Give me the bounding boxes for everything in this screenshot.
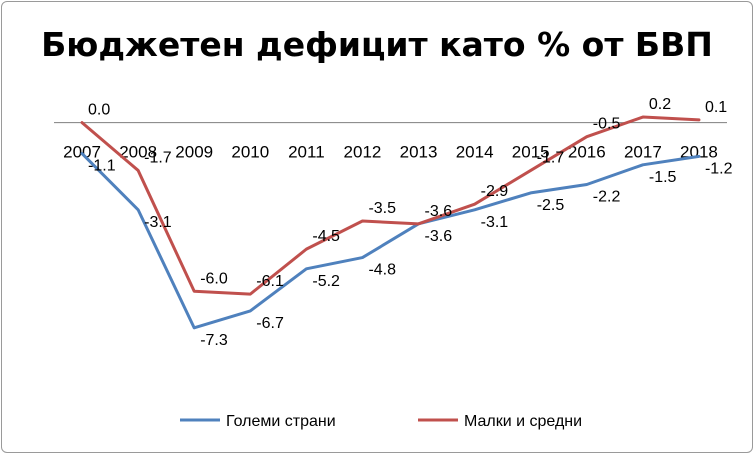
chart-title: Бюджетен дефицит като % от БВП <box>41 25 713 64</box>
x-tick-label: 2014 <box>456 143 494 162</box>
data-label: -0.5 <box>593 116 621 133</box>
x-tick-label: 2017 <box>624 143 662 162</box>
x-tick-label: 2008 <box>119 143 157 162</box>
x-tick-label: 2012 <box>344 143 382 162</box>
data-label: -5.2 <box>312 273 340 290</box>
data-label: -2.2 <box>593 188 621 205</box>
series-line-2 <box>80 115 701 296</box>
data-label: 0.0 <box>88 102 110 119</box>
legend-label: Големи страни <box>226 413 336 430</box>
data-label: -3.1 <box>481 214 509 231</box>
data-label: -1.7 <box>144 149 172 166</box>
x-tick-label: 2015 <box>512 143 550 162</box>
data-label: -6.7 <box>256 315 284 332</box>
data-label: -7.3 <box>200 332 228 349</box>
x-tick-label: 2010 <box>231 143 269 162</box>
legend-label: Малки и средни <box>464 413 582 430</box>
x-tick-label: 2013 <box>400 143 438 162</box>
data-label: -1.1 <box>88 158 116 175</box>
data-label: -3.1 <box>144 214 172 231</box>
data-label: -1.5 <box>649 169 677 186</box>
data-label: -4.8 <box>368 262 396 279</box>
data-label: -3.5 <box>368 200 396 217</box>
data-labels: -1.1 -3.1 -7.3 -6.7 -5.2 -4.8 -3.6 -3.1 -2.5 -2.2… <box>88 96 733 349</box>
data-label: -2.9 <box>481 183 509 200</box>
data-label: 0.1 <box>705 99 727 116</box>
x-axis-ticks: 2007 2008 2009 2010 2011 2012 2013 2014 2015 2016… <box>63 143 718 162</box>
x-tick-label: 2009 <box>175 143 213 162</box>
data-label: -4.5 <box>312 228 340 245</box>
series-lines <box>80 115 701 330</box>
x-tick-label: 2016 <box>568 143 606 162</box>
legend: Големи страни Малки и средни <box>180 413 582 430</box>
data-label: -3.6 <box>425 228 453 245</box>
data-label: 0.2 <box>649 96 671 113</box>
data-label: -6.1 <box>256 273 284 290</box>
data-label: -1.2 <box>705 160 733 177</box>
data-label: -3.6 <box>425 203 453 220</box>
data-label: -6.0 <box>200 270 228 287</box>
data-label: -1.7 <box>537 149 565 166</box>
data-label: -2.5 <box>537 197 565 214</box>
series-line-1 <box>80 152 701 330</box>
x-tick-label: 2011 <box>288 143 325 162</box>
